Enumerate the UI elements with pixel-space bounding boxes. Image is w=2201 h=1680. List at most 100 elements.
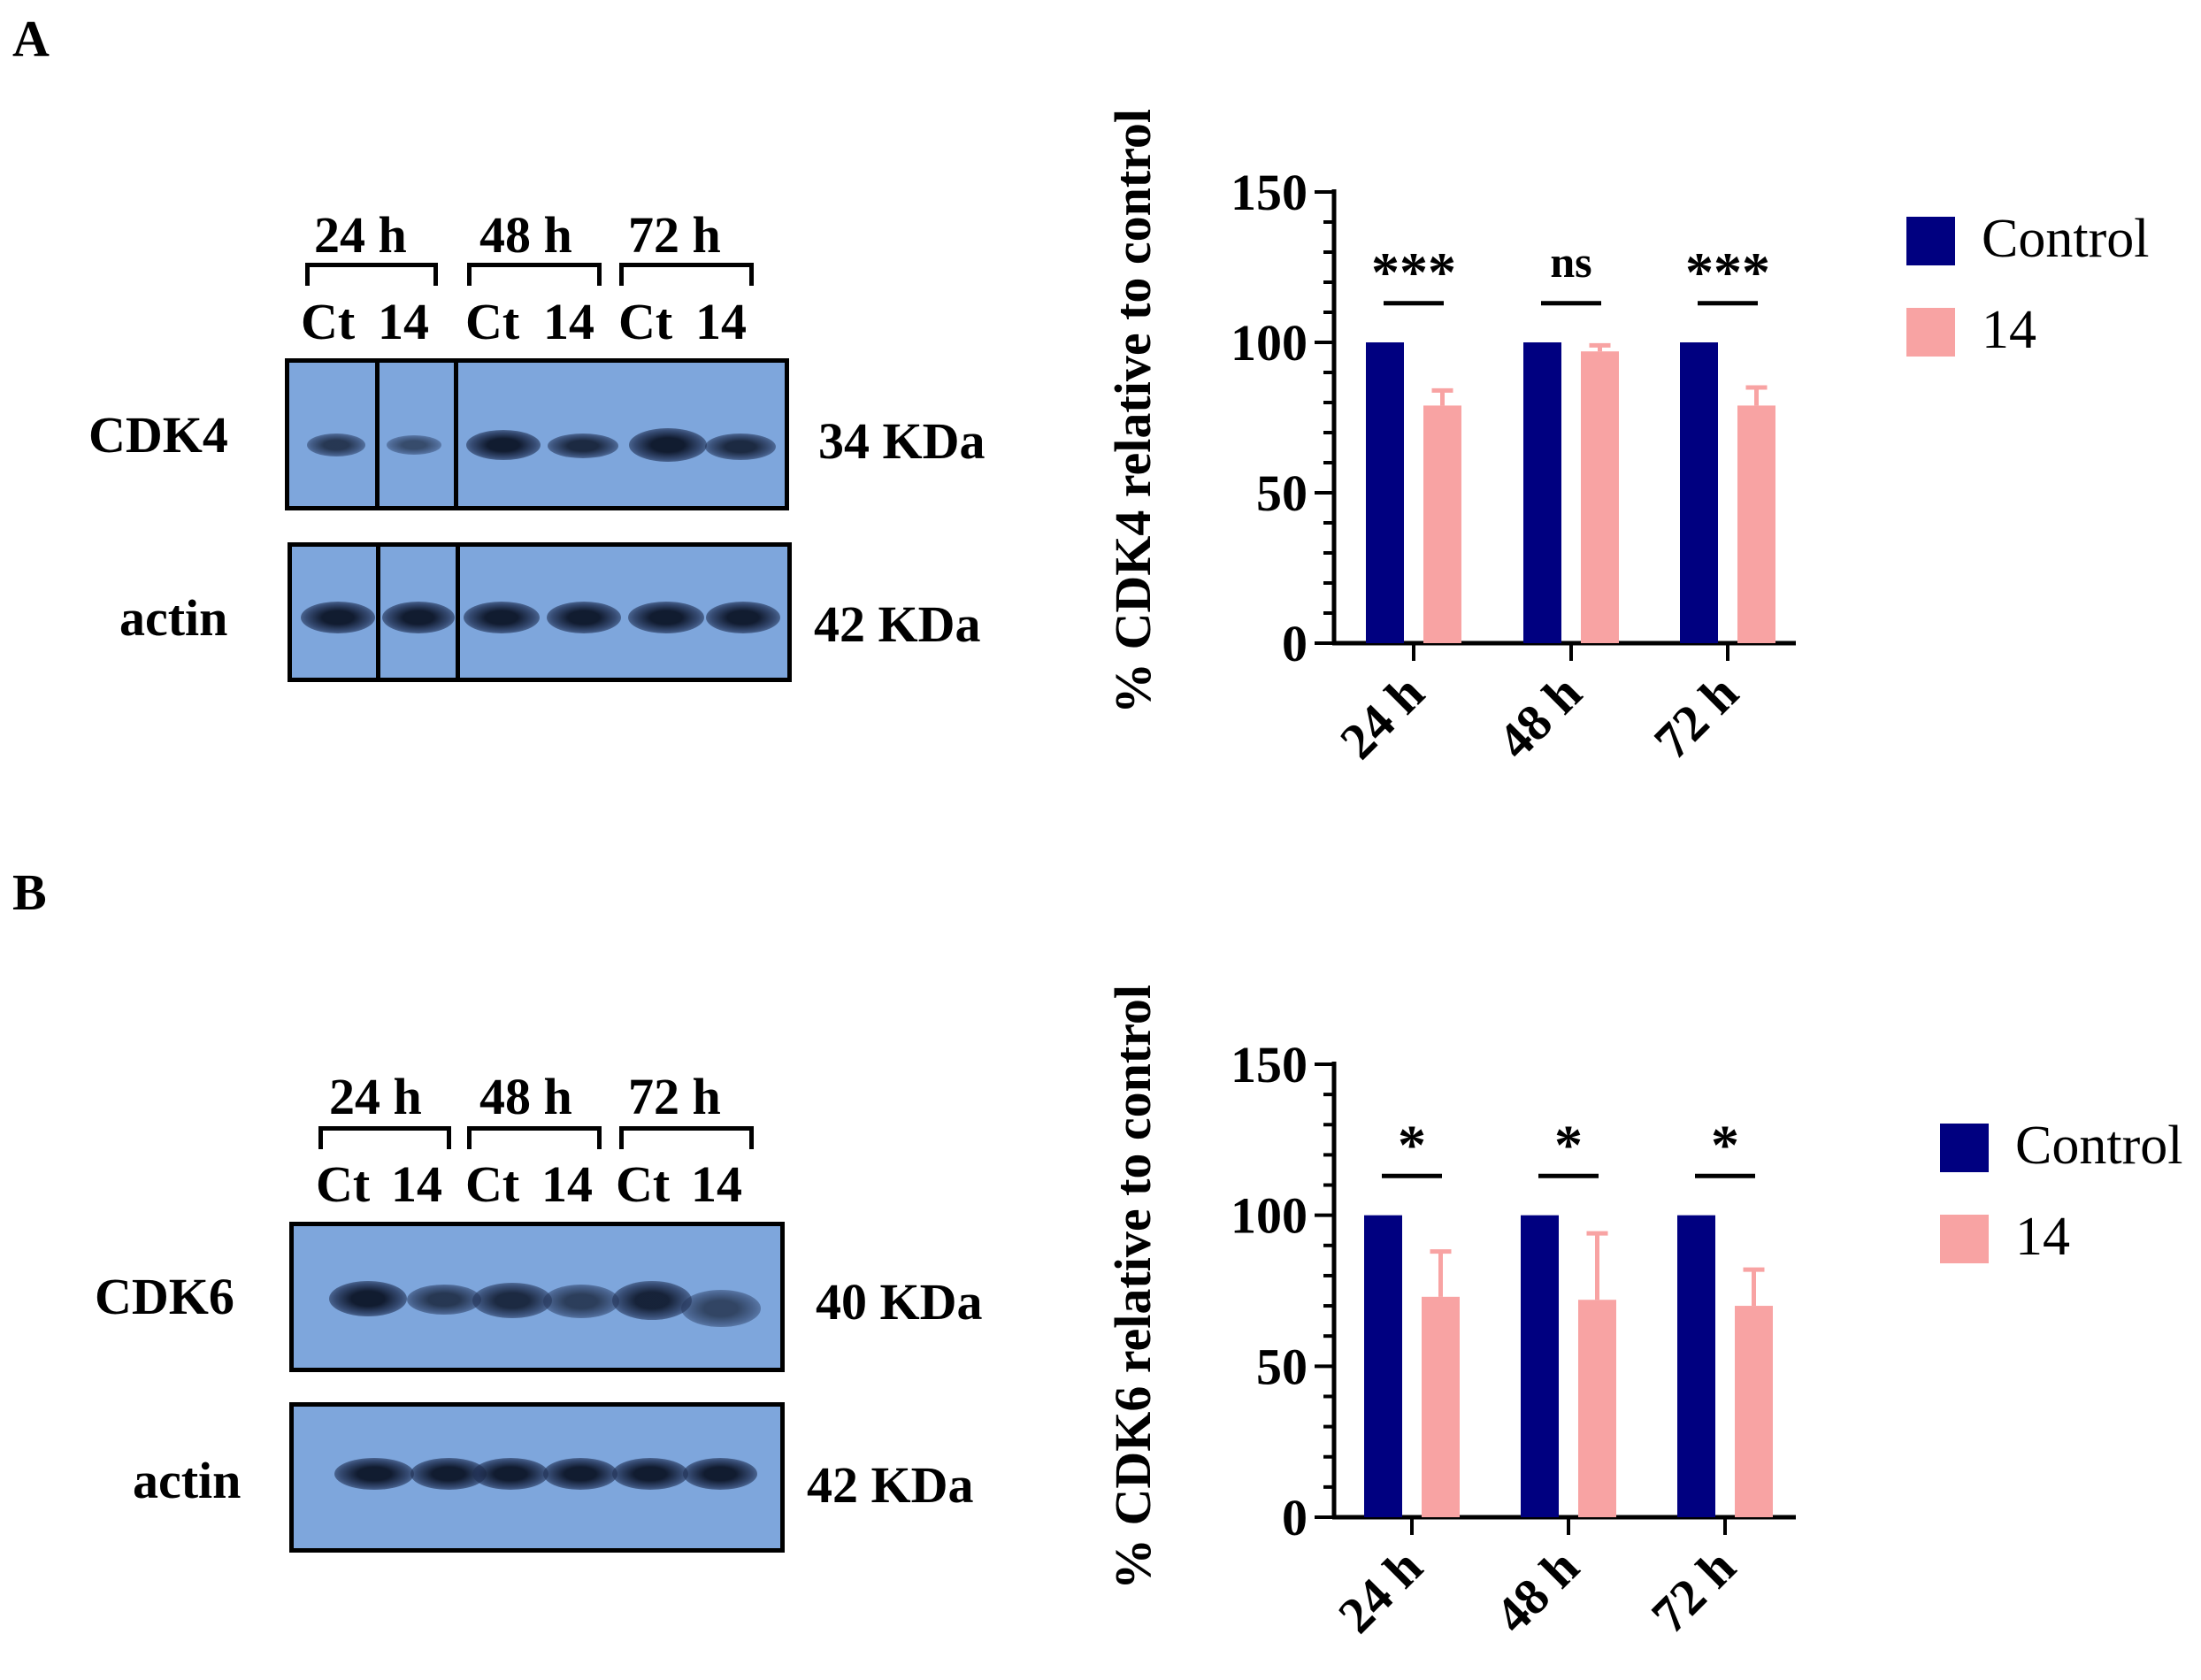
- protein-band: [466, 430, 541, 460]
- membrane-actin: [288, 542, 792, 682]
- significance-label: ns: [1550, 237, 1591, 287]
- significance-label: *: [1554, 1113, 1583, 1176]
- y-tick-label: 150: [1231, 164, 1308, 221]
- protein-band: [301, 602, 375, 633]
- time-bracket-48h: [467, 1126, 602, 1149]
- significance-label: *: [1711, 1113, 1739, 1176]
- time-label-72h: 72 h: [628, 1068, 721, 1125]
- membrane-divider: [456, 547, 460, 678]
- bar-14-24h: [1422, 1296, 1460, 1517]
- y-axis-label-cdk6: % CDK6 relative to control: [1104, 985, 1162, 1590]
- protein-band: [472, 1283, 552, 1318]
- protein-band: [548, 433, 618, 458]
- protein-band: [387, 435, 441, 455]
- membrane-divider: [375, 363, 380, 506]
- bar-14-72h: [1735, 1306, 1773, 1517]
- y-tick-label: 0: [1282, 615, 1308, 672]
- bar-control-48h: [1523, 342, 1561, 643]
- time-bracket-24h: [305, 263, 438, 286]
- bar-14-72h: [1737, 405, 1775, 643]
- significance-label: *: [1398, 1113, 1426, 1176]
- membrane-cdk4: [285, 358, 789, 510]
- time-bracket-24h: [318, 1126, 451, 1149]
- y-tick-label: 100: [1231, 314, 1308, 372]
- kda-label-cdk4: 34 KDa: [818, 412, 985, 470]
- protein-band: [612, 1281, 692, 1320]
- legend-label-control: Control: [2015, 1116, 2182, 1176]
- membrane-actin: [289, 1402, 785, 1553]
- protein-band: [706, 602, 780, 633]
- protein-band: [329, 1281, 407, 1316]
- lane-label-14: 14: [695, 293, 747, 350]
- bar-control-24h: [1364, 1215, 1402, 1517]
- time-label-48h: 48 h: [479, 206, 572, 264]
- lane-label-ct: Ct: [618, 293, 673, 350]
- y-tick-label: 50: [1256, 464, 1308, 522]
- bar-14-48h: [1581, 351, 1619, 643]
- x-tick-label: 24 h: [1329, 664, 1435, 770]
- protein-band: [629, 428, 707, 462]
- x-tick-label: 24 h: [1327, 1538, 1433, 1644]
- bar-control-24h: [1366, 342, 1404, 643]
- time-label-72h: 72 h: [628, 206, 721, 264]
- membrane-divider: [376, 547, 380, 678]
- y-tick-label: 150: [1231, 1036, 1308, 1093]
- lane-label-14: 14: [378, 293, 429, 350]
- lane-label-ct: Ct: [316, 1155, 371, 1213]
- protein-band: [681, 1290, 761, 1327]
- protein-band: [472, 1458, 548, 1490]
- legend-label-14: 14: [2015, 1207, 2070, 1267]
- protein-band: [307, 433, 365, 456]
- protein-band: [382, 602, 455, 633]
- panel-letter-a: A: [12, 10, 50, 67]
- lane-label-ct: Ct: [616, 1155, 671, 1213]
- kda-label-actin: 42 KDa: [814, 595, 981, 653]
- protein-band: [683, 1458, 757, 1490]
- protein-band: [547, 602, 621, 633]
- x-tick-label: 72 h: [1640, 1538, 1746, 1644]
- protein-band: [628, 602, 704, 633]
- legend-swatch-14: [1906, 308, 1955, 357]
- y-tick-label: 100: [1231, 1187, 1308, 1245]
- significance-label: ***: [1685, 241, 1770, 303]
- significance-label: ***: [1371, 241, 1456, 303]
- y-tick-label: 50: [1256, 1338, 1308, 1395]
- protein-band: [543, 1458, 617, 1490]
- lane-label-ct: Ct: [301, 293, 356, 350]
- lane-label-14: 14: [541, 1155, 593, 1213]
- legend-swatch-control: [1940, 1124, 1989, 1172]
- protein-band: [407, 1285, 481, 1315]
- time-bracket-72h: [619, 263, 754, 286]
- bar-control-72h: [1677, 1215, 1715, 1517]
- protein-label-actin: actin: [133, 1452, 242, 1509]
- y-tick-label: 0: [1282, 1489, 1308, 1546]
- lane-label-14: 14: [391, 1155, 442, 1213]
- membrane-divider: [454, 363, 458, 506]
- bar-14-48h: [1578, 1300, 1616, 1517]
- bar-control-48h: [1521, 1215, 1559, 1517]
- protein-label-cdk6: CDK6: [95, 1268, 234, 1325]
- legend-swatch-control: [1906, 217, 1955, 265]
- protein-band: [334, 1458, 414, 1490]
- protein-label-actin: actin: [119, 589, 228, 647]
- x-tick-label: 48 h: [1484, 1538, 1590, 1644]
- time-label-24h: 24 h: [329, 1068, 422, 1125]
- time-bracket-48h: [467, 263, 602, 286]
- lane-label-14: 14: [543, 293, 594, 350]
- lane-label-ct: Ct: [465, 293, 520, 350]
- lane-label-ct: Ct: [465, 1155, 520, 1213]
- bar-14-24h: [1423, 405, 1461, 643]
- time-label-24h: 24 h: [314, 206, 407, 264]
- protein-band: [464, 602, 540, 633]
- protein-band: [612, 1458, 688, 1490]
- time-bracket-72h: [619, 1126, 754, 1149]
- membrane-cdk6: [289, 1222, 785, 1372]
- y-axis-label-cdk4: % CDK4 relative to control: [1104, 109, 1162, 714]
- legend-label-control: Control: [1982, 209, 2149, 269]
- protein-label-cdk4: CDK4: [88, 406, 228, 464]
- kda-label-actin: 42 KDa: [807, 1456, 974, 1514]
- x-tick-label: 48 h: [1486, 664, 1592, 770]
- legend-swatch-14: [1940, 1215, 1989, 1263]
- protein-band: [705, 433, 776, 460]
